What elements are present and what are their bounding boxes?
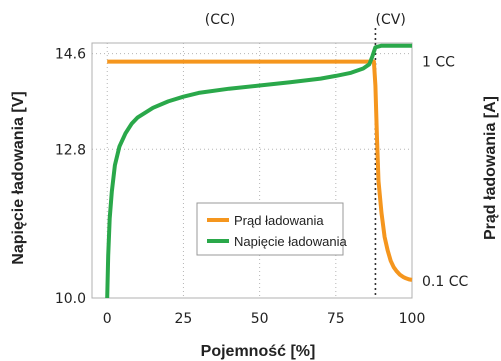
y-tick-label-left: 14.6	[55, 47, 86, 63]
legend-label-voltage: Napięcie ładowania	[234, 234, 348, 249]
legend: Prąd ładowania Napięcie ładowania	[196, 202, 348, 256]
phase-label-cv: (CV)	[376, 12, 406, 28]
x-axis-title: Pojemność [%]	[201, 343, 316, 360]
x-tick-label: 100	[399, 311, 426, 327]
legend-box	[196, 202, 344, 256]
x-tick-label: 0	[103, 311, 112, 327]
y-tick-label-left: 12.8	[55, 142, 86, 158]
x-tick-label: 50	[251, 311, 269, 327]
x-tick-label: 25	[175, 311, 193, 327]
y-axis-title-right: Prąd ładowania [A]	[482, 96, 499, 240]
y-axis-title-left: Napięcie ładowania [V]	[10, 91, 27, 264]
series-layer	[105, 43, 413, 299]
y-tick-label-right: 0.1 CC	[422, 274, 468, 290]
plot-area-frame	[91, 42, 413, 299]
series-line-voltage	[105, 43, 412, 299]
legend-label-current: Prąd ładowania	[234, 213, 324, 228]
series-line-current	[107, 59, 413, 282]
tick-labels: 0 25 50 75 100 10.0 12.8 14.6 1 CC 0.1 CC	[55, 47, 469, 327]
y-tick-label-left: 10.0	[55, 291, 86, 307]
y-tick-label-right: 1 CC	[422, 55, 455, 71]
x-tick-label: 75	[327, 311, 345, 327]
phase-label-cc: (CC)	[205, 12, 235, 28]
